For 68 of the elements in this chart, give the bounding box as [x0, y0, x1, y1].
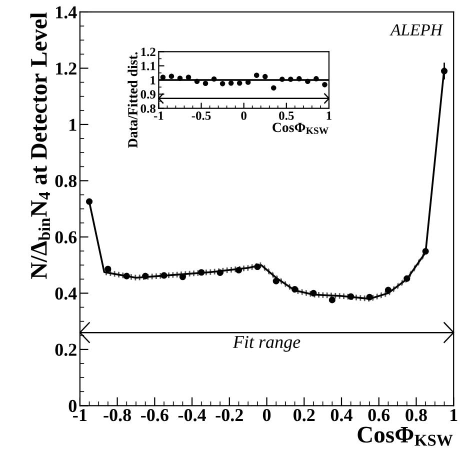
y-axis-title: Data/Fitted dist. — [128, 52, 138, 148]
y-tick-label: 1 — [150, 76, 156, 84]
y-tick-label: 0.6 — [55, 231, 77, 244]
point — [384, 286, 392, 294]
x-tick-label: 0.8 — [406, 408, 427, 422]
y-tick-label: 0.2 — [55, 344, 76, 356]
point — [322, 82, 328, 88]
point — [328, 296, 336, 304]
point — [288, 76, 294, 82]
x-tick-label: 0 — [241, 111, 246, 120]
x-tick-label: -0.6 — [141, 408, 168, 422]
point — [177, 76, 183, 81]
point — [272, 278, 280, 284]
point — [142, 272, 149, 280]
y-tick-label: 1.2 — [141, 48, 156, 56]
annotation: ALEPH — [390, 24, 444, 36]
x-tick-label: -0.5 — [192, 111, 211, 120]
point — [310, 290, 317, 296]
x-tick-label: 1 — [450, 409, 458, 421]
x-tick-label: -0.8 — [104, 408, 131, 422]
point — [292, 286, 298, 293]
point — [348, 293, 354, 300]
point — [123, 272, 130, 280]
point — [422, 248, 429, 255]
point — [305, 78, 310, 84]
y-tick-label: 0.8 — [140, 104, 156, 113]
x-tick-label: 0 — [262, 408, 271, 422]
y-tick-label: 0.4 — [55, 287, 77, 300]
point — [236, 80, 242, 86]
point — [160, 272, 168, 279]
point — [168, 74, 174, 79]
point — [104, 266, 112, 272]
x-tick-label: -1 — [154, 112, 164, 120]
point — [194, 78, 200, 84]
point — [314, 76, 319, 82]
point — [235, 266, 242, 274]
x-tick-label: 0.4 — [330, 408, 352, 422]
point — [86, 198, 93, 205]
point — [262, 74, 268, 80]
point — [216, 269, 224, 276]
x-axis-title: CosΦ$_{KSW}$ — [358, 426, 453, 446]
x-tick-label: -0.4 — [178, 408, 206, 422]
point — [366, 294, 373, 300]
y-tick-label: 0.8 — [55, 174, 77, 188]
point — [254, 72, 260, 78]
x-tick-label: 0.2 — [294, 408, 315, 422]
point — [211, 76, 217, 82]
x-tick-label: 1 — [326, 112, 332, 120]
ref-line-label: Fit range — [232, 336, 300, 352]
point — [404, 275, 410, 282]
y-tick-label: 0.9 — [140, 90, 156, 99]
y-axis-title: N/Δ$_{bin}$N$_{4}$ at Detector Level — [30, 12, 50, 279]
point — [270, 85, 276, 91]
point — [186, 74, 192, 80]
point — [220, 81, 226, 86]
x-tick-label: 0.6 — [368, 408, 390, 422]
y-tick-label: 1.1 — [141, 62, 156, 70]
point — [254, 263, 261, 270]
x-axis-title: CosΦ$_{KSW}$ — [272, 122, 328, 134]
x-tick-label: 0.5 — [279, 111, 294, 120]
y-tick-label: 1.2 — [56, 62, 76, 75]
point — [279, 76, 285, 82]
point — [296, 76, 302, 82]
point — [228, 80, 234, 86]
y-tick-label: 1.4 — [56, 6, 77, 19]
x-tick-label: -0.2 — [216, 408, 243, 422]
point — [198, 269, 205, 276]
point — [202, 80, 208, 86]
